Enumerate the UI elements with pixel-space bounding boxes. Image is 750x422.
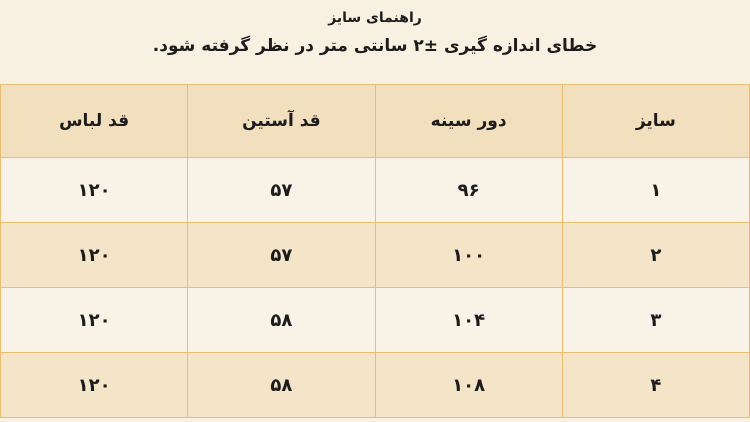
table-row-size-3: ۳ ۱۰۴ ۵۸ ۱۲۰ xyxy=(0,287,750,353)
cell-garment-length: ۱۲۰ xyxy=(0,157,189,223)
cell-chest: ۱۰۴ xyxy=(374,287,563,353)
cell-garment-length: ۱۲۰ xyxy=(0,287,189,353)
size-guide-table: سایز دور سینه قد آستین قد لباس ۱ ۹۶ ۵۷ ۱… xyxy=(0,84,750,418)
size-table-header: سایز دور سینه قد آستین قد لباس xyxy=(0,84,750,158)
cell-size: ۳ xyxy=(561,287,750,353)
header-row: سایز دور سینه قد آستین قد لباس xyxy=(0,84,750,158)
cell-size: ۱ xyxy=(561,157,750,223)
header-cell-garment-length: قد لباس xyxy=(0,84,189,158)
size-guide-title: راهنمای سایز xyxy=(328,10,422,26)
cell-garment-length: ۱۲۰ xyxy=(0,222,189,288)
cell-sleeve-length: ۵۷ xyxy=(187,157,376,223)
cell-sleeve-length: ۵۸ xyxy=(187,287,376,353)
cell-chest: ۱۰۸ xyxy=(374,352,563,418)
measurement-tolerance-note: خطای اندازه گیری ±۲ سانتی متر در نظر گرف… xyxy=(152,35,598,56)
cell-chest: ۹۶ xyxy=(374,157,563,223)
header-cell-sleeve-length: قد آستین xyxy=(187,84,376,158)
cell-size: ۴ xyxy=(561,352,750,418)
cell-size: ۲ xyxy=(561,222,750,288)
size-table-body: ۱ ۹۶ ۵۷ ۱۲۰ ۲ ۱۰۰ ۵۷ ۱۲۰ ۳ ۱۰۴ ۵۸ ۱۲۰ ۴ … xyxy=(0,157,750,418)
table-row-size-2: ۲ ۱۰۰ ۵۷ ۱۲۰ xyxy=(0,222,750,288)
header-cell-size: سایز xyxy=(561,84,750,158)
cell-garment-length: ۱۲۰ xyxy=(0,352,189,418)
cell-sleeve-length: ۵۷ xyxy=(187,222,376,288)
table-row-size-4: ۴ ۱۰۸ ۵۸ ۱۲۰ xyxy=(0,352,750,418)
table-row-size-1: ۱ ۹۶ ۵۷ ۱۲۰ xyxy=(0,157,750,223)
cell-sleeve-length: ۵۸ xyxy=(187,352,376,418)
size-guide-banner: راهنمای سایز خطای اندازه گیری ±۲ سانتی م… xyxy=(0,0,750,84)
header-cell-chest: دور سینه xyxy=(374,84,563,158)
cell-chest: ۱۰۰ xyxy=(374,222,563,288)
